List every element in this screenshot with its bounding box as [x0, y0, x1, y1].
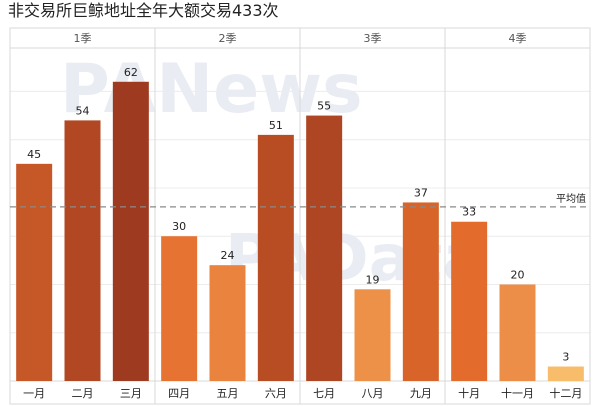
data-label: 33	[462, 206, 476, 219]
data-label: 37	[414, 186, 428, 199]
x-tick-label: 五月	[217, 387, 239, 400]
data-label: 55	[317, 100, 331, 113]
data-label: 51	[269, 119, 283, 132]
bar	[402, 202, 439, 381]
x-tick-label: 十月	[458, 386, 480, 400]
x-tick-label: 二月	[72, 387, 94, 400]
bar	[499, 284, 536, 381]
quarter-label: 4季	[509, 32, 527, 45]
quarter-label: 3季	[364, 32, 382, 45]
bar	[209, 265, 246, 381]
quarter-label: 1季	[74, 32, 92, 45]
x-tick-label: 十二月	[549, 386, 582, 400]
bar	[451, 221, 488, 381]
bar	[16, 163, 53, 381]
x-tick-label: 七月	[313, 387, 335, 400]
x-tick-label: 十一月	[501, 386, 534, 400]
bar	[306, 115, 343, 381]
quarter-label: 2季	[219, 32, 237, 45]
data-label: 62	[124, 66, 138, 79]
x-tick-label: 三月	[120, 387, 142, 400]
bar	[547, 366, 584, 381]
bar	[112, 81, 149, 382]
data-label: 54	[76, 104, 90, 117]
data-label: 3	[562, 351, 569, 364]
average-label: 平均值	[556, 192, 586, 205]
bar	[257, 134, 294, 381]
bar	[161, 236, 198, 381]
data-label: 20	[511, 268, 525, 281]
x-tick-label: 四月	[168, 387, 190, 400]
bar	[64, 120, 101, 382]
data-label: 24	[221, 249, 235, 262]
x-tick-label: 一月	[23, 387, 45, 400]
x-tick-label: 九月	[410, 387, 432, 400]
data-label: 45	[27, 148, 41, 161]
quarter-panel	[444, 27, 591, 405]
x-tick-label: 六月	[265, 387, 287, 400]
x-tick-label: 八月	[362, 387, 384, 400]
chart-title: 非交易所巨鲸地址全年大额交易433次	[8, 1, 279, 20]
data-label: 19	[366, 273, 380, 286]
bar	[354, 289, 391, 381]
data-label: 30	[172, 220, 186, 233]
